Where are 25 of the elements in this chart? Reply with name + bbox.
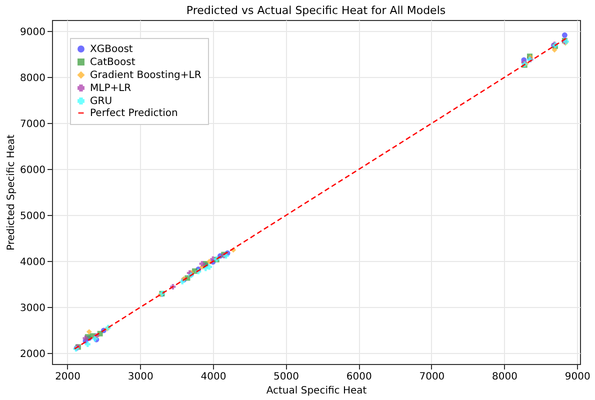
legend-label: GRU <box>90 96 112 107</box>
y-tick-label: 2000 <box>20 348 46 360</box>
x-tick-label: 5000 <box>274 372 300 382</box>
y-tick-label: 4000 <box>20 256 46 268</box>
x-tick-label: 7000 <box>419 372 445 382</box>
x-tick-label: 3000 <box>128 372 154 382</box>
y-tick-label: 5000 <box>20 210 46 222</box>
y-axis-title: Predicted Specific Heat <box>6 134 18 250</box>
y-tick-label: 8000 <box>20 72 46 84</box>
x-tick-label: 2000 <box>55 372 81 382</box>
legend-label: CatBoost <box>90 57 136 68</box>
x-tick-label: 6000 <box>346 372 372 382</box>
y-tick-label: 3000 <box>20 302 46 314</box>
y-tick-label: 7000 <box>20 118 46 130</box>
legend-label: Perfect Prediction <box>90 108 178 119</box>
x-tick-label: 4000 <box>200 372 226 382</box>
legend-label: Gradient Boosting+LR <box>90 70 202 81</box>
legend-label: MLP+LR <box>90 83 132 94</box>
y-tick-label: 9000 <box>20 26 46 38</box>
y-tick-label: 6000 <box>20 164 46 176</box>
x-tick-label: 8000 <box>492 372 518 382</box>
x-tick-label: 9000 <box>564 372 590 382</box>
legend-label: XGBoost <box>90 44 133 55</box>
chart-title: Predicted vs Actual Specific Heat for All Models <box>186 4 446 17</box>
x-axis-title: Actual Specific Heat <box>266 386 367 396</box>
